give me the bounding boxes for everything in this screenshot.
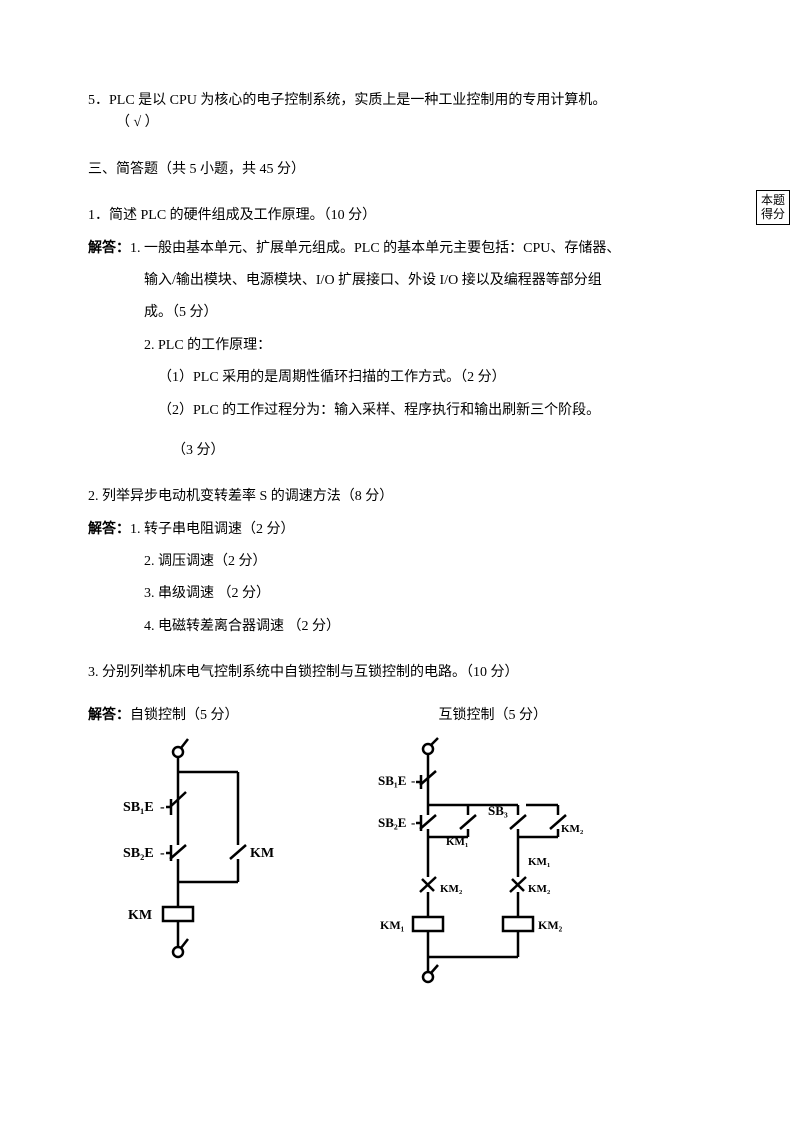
- sq2-question: 2. 列举异步电动机变转差率 S 的调速方法（8 分）: [88, 486, 712, 508]
- sq1-a1-1: 1. 一般由基本单元、扩展单元组成。PLC 的基本单元主要包括：CPU、存储器、: [130, 241, 620, 256]
- section-3-title: 三、简答题（共 5 小题，共 45 分）: [88, 159, 712, 181]
- sq3-question: 3. 分别列举机床电气控制系统中自锁控制与互锁控制的电路。（10 分）: [88, 662, 712, 684]
- sq1-a1: 解答：1. 一般由基本单元、扩展单元组成。PLC 的基本单元主要包括：CPU、存…: [88, 238, 712, 260]
- sq1-answer: 解答：1. 一般由基本单元、扩展单元组成。PLC 的基本单元主要包括：CPU、存…: [88, 238, 712, 463]
- self-lock-diagram: SB₁E - SB₂E - KM KM: [118, 737, 298, 977]
- sq3-answer: 解答：自锁控制（5 分） 互锁控制（5 分）: [88, 705, 712, 997]
- svg-text:-: -: [411, 815, 415, 830]
- sq1-a1-3: 成。（5 分）: [88, 302, 712, 324]
- sq2-a3: 3. 串级调速 （2 分）: [88, 583, 712, 605]
- sq2-a2: 2. 调压调速（2 分）: [88, 551, 712, 573]
- d2-km2c: KM₂: [528, 883, 551, 895]
- d1-sb1: SB₁E: [123, 800, 154, 815]
- sq1-a2-2: （2）PLC 的工作过程分为：输入采样、程序执行和输出刷新三个阶段。: [88, 400, 712, 422]
- score-line2: 得分: [761, 207, 785, 221]
- d2-km2a: KM₂: [561, 823, 584, 835]
- d1-km: KM: [250, 846, 274, 861]
- sq3-label1: 自锁控制（5 分）: [130, 708, 239, 723]
- q5-text: 5．PLC 是以 CPU 为核心的电子控制系统，实质上是一种工业控制用的专用计算…: [88, 90, 712, 112]
- sq1-a2: 2. PLC 的工作原理：: [88, 335, 712, 357]
- sq1-a1-2: 输入/输出模块、电源模块、I/O 扩展接口、外设 I/O 接以及编程器等部分组: [88, 270, 712, 292]
- d2-km1b: KM₁: [528, 856, 550, 868]
- sq2-a4: 4. 电磁转差离合器调速 （2 分）: [88, 616, 712, 638]
- sq1-question: 1．简述 PLC 的硬件组成及工作原理。（10 分）: [88, 205, 712, 227]
- sq2-a1-row: 解答：1. 转子串电阻调速（2 分）: [88, 519, 712, 541]
- answer-label: 解答：: [88, 241, 130, 256]
- d1-km-coil: KM: [128, 908, 152, 923]
- d2-sb2: SB₂E: [378, 815, 406, 830]
- d2-km1a: KM₁: [446, 836, 468, 848]
- interlock-diagram: SB₁E - SB₂E - SB₃ KM₁ KM₂ KM₁ KM₂ KM₂ KM…: [358, 737, 588, 997]
- sq2-answer: 解答：1. 转子串电阻调速（2 分） 2. 调压调速（2 分） 3. 串级调速 …: [88, 519, 712, 639]
- svg-text:-: -: [160, 800, 165, 815]
- d2-sb3: SB₃: [488, 803, 508, 818]
- score-box: 本题 得分: [756, 190, 790, 225]
- circuit-diagrams: SB₁E - SB₂E - KM KM: [88, 737, 712, 997]
- q5-mark: （ √ ）: [88, 112, 712, 134]
- d2-km1c: KM₁: [380, 918, 405, 932]
- d2-sb1: SB₁E: [378, 773, 406, 788]
- diagram-labels: 解答：自锁控制（5 分） 互锁控制（5 分）: [88, 705, 712, 727]
- d2-km2d: KM₂: [538, 918, 563, 932]
- sq3-label1-row: 解答：自锁控制（5 分）: [88, 705, 239, 727]
- svg-text:-: -: [160, 846, 165, 861]
- question-5: 5．PLC 是以 CPU 为核心的电子控制系统，实质上是一种工业控制用的专用计算…: [88, 90, 712, 135]
- answer-label: 解答：: [88, 708, 130, 723]
- sq1-a2-3: （3 分）: [88, 440, 712, 462]
- sq1-a2-1: （1）PLC 采用的是周期性循环扫描的工作方式。（2 分）: [88, 367, 712, 389]
- sq2-a1: 1. 转子串电阻调速（2 分）: [130, 522, 295, 537]
- sq3-label2: 互锁控制（5 分）: [439, 705, 548, 727]
- svg-text:-: -: [411, 773, 415, 788]
- d2-km2b: KM₂: [440, 883, 463, 895]
- score-line1: 本题: [761, 193, 785, 207]
- d1-sb2: SB₂E: [123, 846, 154, 861]
- answer-label: 解答：: [88, 522, 130, 537]
